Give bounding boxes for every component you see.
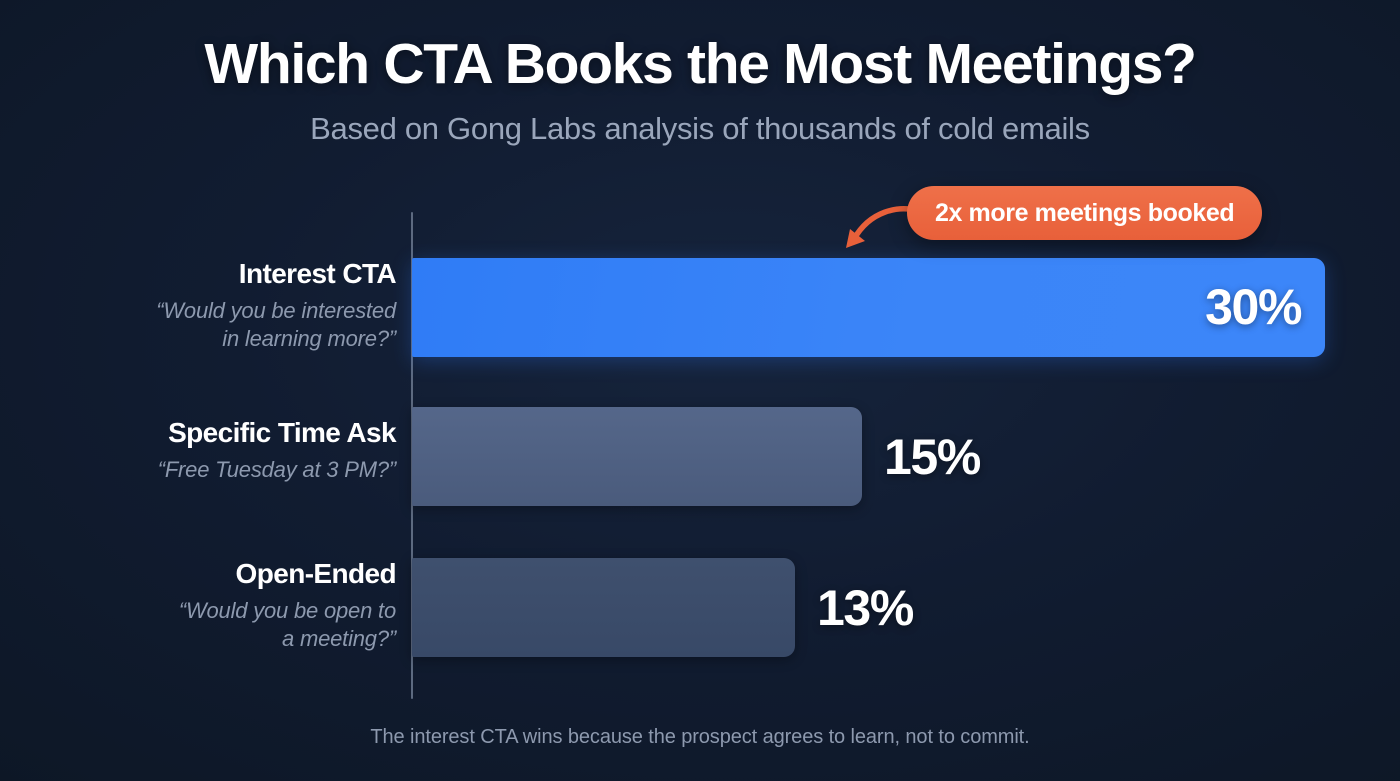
bar-value-label: 30% <box>1205 279 1302 335</box>
category-label-group: Specific Time Ask “Free Tuesday at 3 PM?… <box>40 417 397 484</box>
footer-caption: The interest CTA wins because the prospe… <box>370 726 1030 748</box>
status-badge: 2x more meetings booked <box>907 186 1263 240</box>
bar-open-ended[interactable]: 13% <box>412 558 914 657</box>
category-quote: “Would you be interested in learning mor… <box>40 297 396 353</box>
quote-line-1: “Free Tuesday at 3 PM?” <box>157 457 397 483</box>
bar-interest-cta[interactable]: 30% <box>412 258 1325 357</box>
category-name: Specific Time Ask <box>168 417 397 448</box>
quote-line-2: in learning more?” <box>222 326 396 352</box>
bar-specific-time-ask[interactable]: 15% <box>412 407 981 506</box>
page-subtitle: Based on Gong Labs analysis of thousands… <box>310 110 1090 146</box>
page-title: Which CTA Books the Most Meetings? <box>204 32 1197 96</box>
quote-line-1: “Would you be open to <box>178 598 396 624</box>
category-quote: “Would you be open to a meeting?” <box>40 597 396 653</box>
category-label-group: Interest CTA “Would you be interested in… <box>40 258 396 353</box>
category-name: Open-Ended <box>235 558 397 589</box>
quote-line-2: a meeting?” <box>282 626 396 652</box>
chart-header: Which CTA Books the Most Meetings? Based… <box>0 32 1400 147</box>
category-label-group: Open-Ended “Would you be open to a meeti… <box>40 558 397 653</box>
quote-line-1: “Would you be interested <box>156 298 396 324</box>
status-badge-label: 2x more meetings booked <box>935 198 1235 227</box>
bar-value-label: 15% <box>884 429 981 485</box>
category-name: Interest CTA <box>238 258 397 289</box>
bar-track: 30% <box>412 258 1325 357</box>
bar-track: 13% <box>412 558 914 657</box>
bar-track: 15% <box>412 407 981 506</box>
category-quote: “Free Tuesday at 3 PM?” <box>40 456 397 484</box>
bar-value-label: 13% <box>817 580 914 636</box>
